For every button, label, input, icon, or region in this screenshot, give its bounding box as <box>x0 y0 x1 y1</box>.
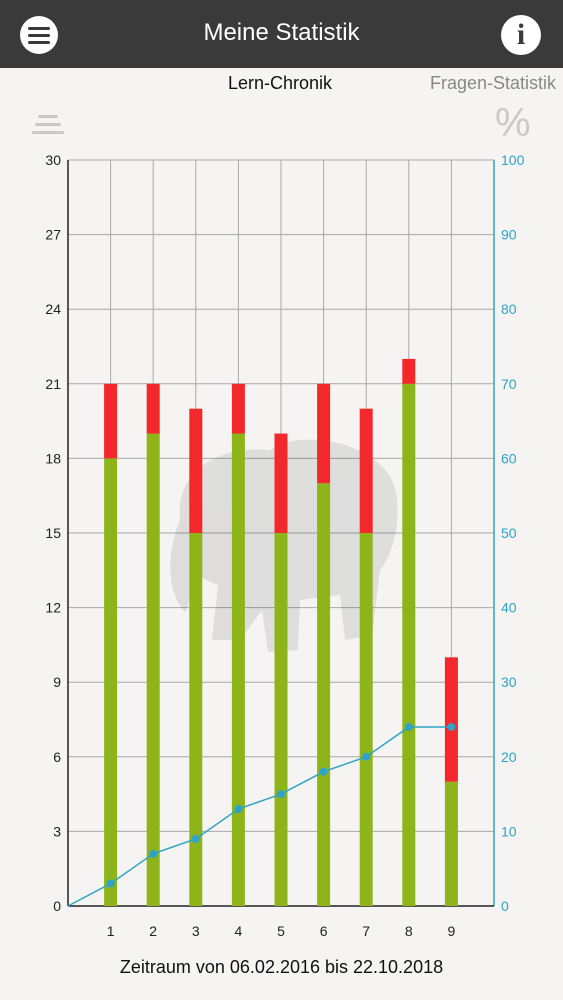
y-left-tick-label: 27 <box>45 227 61 243</box>
tab-fragen-statistik[interactable]: Fragen-Statistik <box>430 73 557 93</box>
line-series <box>67 726 452 907</box>
app-bar: Meine Statistik i <box>0 0 563 68</box>
bar-correct <box>146 433 160 906</box>
bar-wrong <box>274 433 288 533</box>
y-right-tick-label: 40 <box>501 600 517 616</box>
bar-correct <box>444 781 458 906</box>
y-left-tick-label: 30 <box>45 152 61 168</box>
line-point <box>191 834 200 843</box>
x-tick-label: 4 <box>235 923 243 939</box>
x-tick-label: 9 <box>448 923 456 939</box>
line-point <box>447 722 456 731</box>
y-left-tick-label: 21 <box>45 376 61 392</box>
bar-correct <box>402 383 416 906</box>
y-left-tick-label: 12 <box>45 600 61 616</box>
y-right-tick-label: 100 <box>501 152 525 168</box>
y-right-tick-label: 10 <box>501 823 517 839</box>
bar-wrong <box>231 383 245 434</box>
y-right-tick-label: 60 <box>501 450 517 466</box>
bar-correct <box>317 483 331 906</box>
bar-wrong <box>317 383 331 484</box>
x-tick-label: 5 <box>277 923 285 939</box>
x-tick-label: 6 <box>320 923 328 939</box>
bar-correct <box>104 458 118 906</box>
x-tick-label: 1 <box>107 923 115 939</box>
y-left-tick-label: 18 <box>45 450 61 466</box>
y-left-tick-label: 6 <box>53 749 61 765</box>
y-right-tick-label: 0 <box>501 898 509 914</box>
bar-wrong <box>359 408 373 533</box>
y-right-tick-label: 90 <box>501 227 517 243</box>
y-right-tick-label: 50 <box>501 525 517 541</box>
x-tick-label: 3 <box>192 923 200 939</box>
hamburger-menu-icon[interactable] <box>20 16 58 54</box>
tab-lern-chronik[interactable]: Lern-Chronik <box>228 73 333 93</box>
line-point <box>362 752 371 761</box>
y-right-tick-label: 20 <box>501 749 517 765</box>
bar-wrong <box>402 358 416 384</box>
bar-correct <box>189 533 203 906</box>
date-range-label: Zeitraum von 06.02.2016 bis 22.10.2018 <box>119 957 444 977</box>
line-point <box>277 790 285 799</box>
percent-icon[interactable]: % <box>495 101 531 145</box>
bar-wrong <box>146 383 160 434</box>
bar-correct <box>231 433 245 906</box>
line-point <box>404 722 413 731</box>
y-right-tick-label: 30 <box>501 674 517 690</box>
x-tick-label: 8 <box>405 923 413 939</box>
y-left-tick-label: 15 <box>45 525 61 541</box>
y-left-tick-label: 24 <box>45 301 61 317</box>
info-icon[interactable]: i <box>501 15 541 55</box>
bar-wrong <box>189 408 203 533</box>
y-right-tick-label: 80 <box>501 301 517 317</box>
page-title: Meine Statistik <box>203 19 360 46</box>
y-right-tick-label: 70 <box>501 376 517 392</box>
bar-wrong <box>104 383 118 459</box>
x-tick-label: 2 <box>149 923 157 939</box>
x-tick-label: 7 <box>362 923 370 939</box>
bar-correct <box>359 533 373 906</box>
bar-wrong <box>444 657 458 782</box>
line-point <box>319 767 328 776</box>
line-point <box>106 879 115 888</box>
list-icon[interactable] <box>32 109 64 139</box>
line-point <box>149 849 158 858</box>
y-left-tick-label: 9 <box>53 674 61 690</box>
y-left-tick-label: 0 <box>53 898 61 914</box>
bar-correct <box>274 533 288 906</box>
y-left-tick-label: 3 <box>53 823 61 839</box>
line-point <box>234 805 243 814</box>
